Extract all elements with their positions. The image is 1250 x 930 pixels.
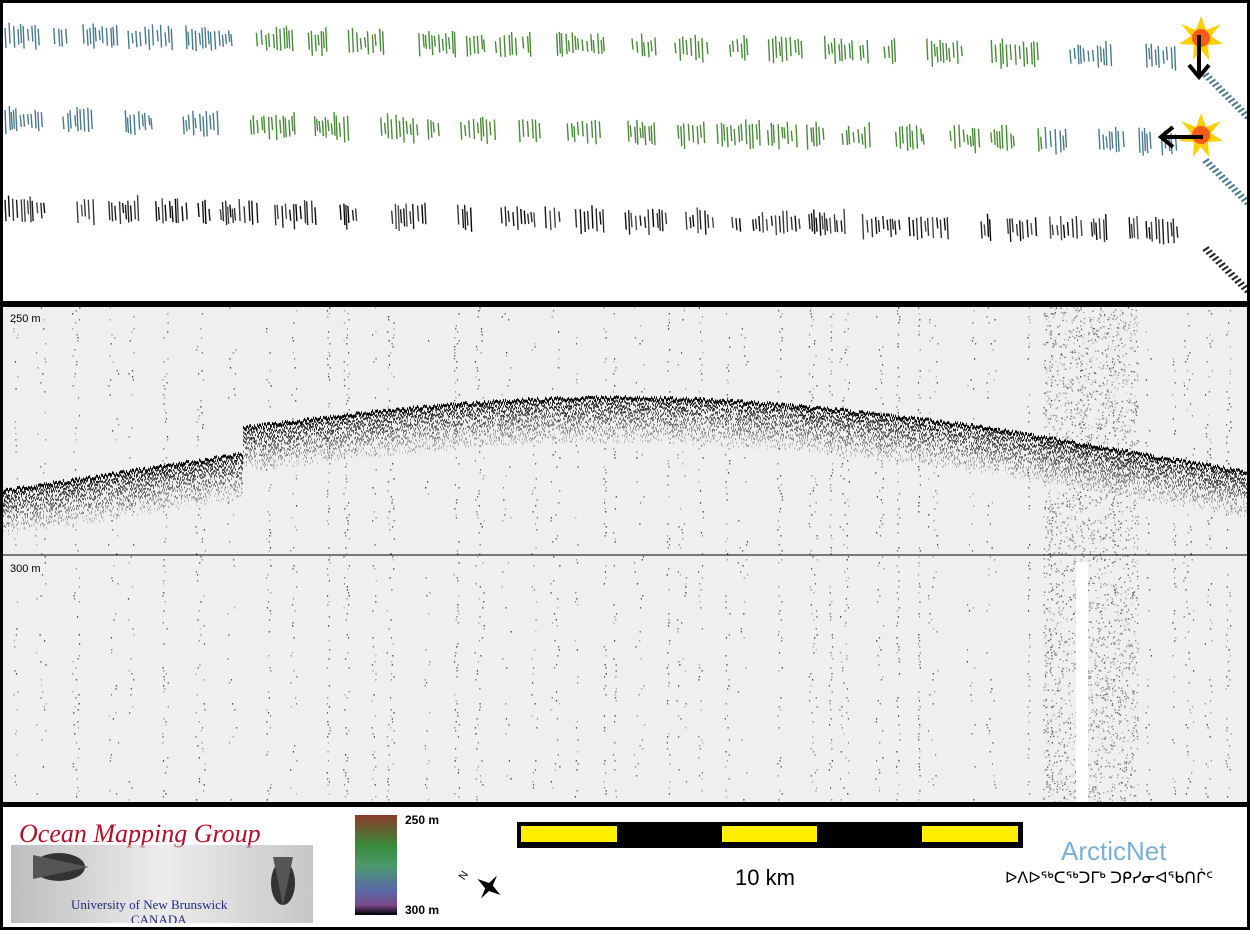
scale-segment	[722, 826, 817, 842]
data-gap	[1076, 562, 1088, 802]
sonar-profile-panel: 250 m 300 m	[3, 307, 1247, 802]
compass-icon: N	[457, 869, 501, 899]
track-panel	[3, 3, 1247, 301]
arcticnet-syllabics: ᐅᐱᐅᖅᑕᖅᑐᒥᒃ ᑐᑭᓯᓂᐊᖃᑎᒌᑦ	[1005, 870, 1213, 887]
omg-country: CANADA	[131, 912, 187, 923]
scale-segment	[922, 826, 1018, 842]
colorbar-top-label: 250 m	[405, 813, 440, 827]
depth-colorbar	[355, 815, 397, 915]
omg-university: University of New Brunswick	[71, 897, 228, 912]
track-strip	[4, 195, 1247, 294]
scale-segment	[521, 826, 617, 842]
sonar-profile	[3, 307, 1247, 802]
omg-logo-art	[11, 845, 313, 923]
arcticnet-logo: ArcticNet	[1061, 836, 1167, 866]
colorbar-bottom-label: 300 m	[405, 903, 440, 917]
depth-label-mid: 300 m	[10, 563, 41, 575]
arrow-down-icon	[1187, 35, 1211, 81]
scale-label: 10 km	[735, 865, 795, 890]
track-strip	[4, 22, 1247, 120]
depth-label-top: 250 m	[10, 313, 41, 325]
omg-title: Ocean Mapping Group	[19, 819, 261, 848]
position-markers	[1157, 16, 1223, 157]
legend-footer: Ocean Mapping Group University of New Br…	[3, 807, 1247, 927]
track-strip	[4, 105, 1247, 206]
sonar-ping-columns	[13, 307, 1232, 802]
ocean-mapping-group-logo: Ocean Mapping Group University of New Br…	[11, 813, 313, 923]
arrow-left-icon	[1157, 125, 1203, 149]
scale-bar	[517, 822, 1023, 848]
seabed-echo	[3, 395, 1247, 536]
track-plot	[4, 22, 1247, 294]
